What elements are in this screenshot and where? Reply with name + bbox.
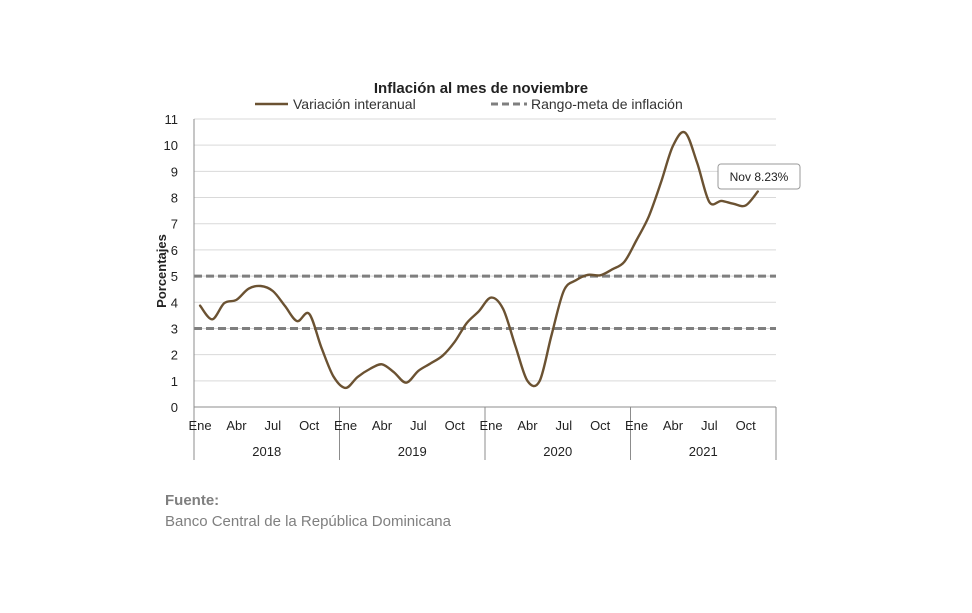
y-tick-label: 3	[171, 321, 178, 336]
x-tick-label: Oct	[590, 418, 611, 433]
y-tick-label: 2	[171, 348, 178, 363]
x-tick-label: Ene	[625, 418, 648, 433]
x-tick-label: Oct	[736, 418, 757, 433]
y-tick-label: 0	[171, 400, 178, 415]
gridlines	[194, 118, 776, 382]
y-tick-label: 10	[164, 138, 178, 153]
x-tick-label: Jul	[556, 418, 573, 433]
year-label: 2020	[543, 444, 572, 459]
annotation-label: Nov 8.23%	[730, 170, 789, 184]
x-tick-label: Jul	[701, 418, 718, 433]
legend-label-series: Variación interanual	[293, 96, 416, 112]
y-axis-label: Porcentajes	[154, 234, 169, 308]
source-label: Fuente:	[165, 492, 220, 509]
series-line-variacion-interanual	[198, 130, 759, 390]
year-label: 2018	[252, 444, 281, 459]
x-axis: Ene Abr Jul Oct Ene Abr Jul Oct Ene Abr Jul Oct Ene A…	[188, 119, 777, 460]
legend-label-target-range: Rango-meta de inflación	[531, 96, 683, 112]
year-label: 2019	[398, 444, 427, 459]
series-layer	[198, 130, 759, 390]
y-axis-ticks: 0 1 2 3 4 5 6 7 8 9 10 11	[164, 112, 178, 415]
annotation-box	[717, 163, 801, 190]
x-tick-label: Oct	[299, 418, 320, 433]
y-tick-label: 6	[171, 243, 178, 258]
y-tick-label: 11	[165, 112, 179, 127]
x-tick-label: Ene	[188, 418, 211, 433]
y-tick-label: 9	[171, 164, 178, 179]
x-tick-label: Abr	[372, 418, 393, 433]
x-tick-label: Abr	[517, 418, 538, 433]
y-tick-label: 8	[171, 191, 178, 206]
source-text: Banco Central de la República Dominicana	[165, 513, 451, 530]
x-tick-label: Abr	[663, 418, 684, 433]
legend: Variación interanual Rango-meta de infla…	[255, 96, 683, 112]
x-tick-label: Abr	[226, 418, 247, 433]
y-tick-label: 1	[171, 374, 178, 389]
x-tick-label: Ene	[334, 418, 357, 433]
y-tick-label: 7	[171, 217, 178, 232]
x-tick-label: Jul	[265, 418, 282, 433]
x-tick-label: Jul	[410, 418, 427, 433]
x-tick-label: Oct	[445, 418, 466, 433]
target-range-lines	[194, 274, 776, 330]
year-label: 2021	[689, 444, 718, 459]
annotation-callout: Nov 8.23%	[717, 163, 801, 190]
y-tick-label: 5	[171, 269, 178, 284]
chart-title: Inflación al mes de noviembre	[374, 80, 588, 97]
x-tick-label: Ene	[479, 418, 502, 433]
y-tick-label: 4	[171, 295, 178, 310]
